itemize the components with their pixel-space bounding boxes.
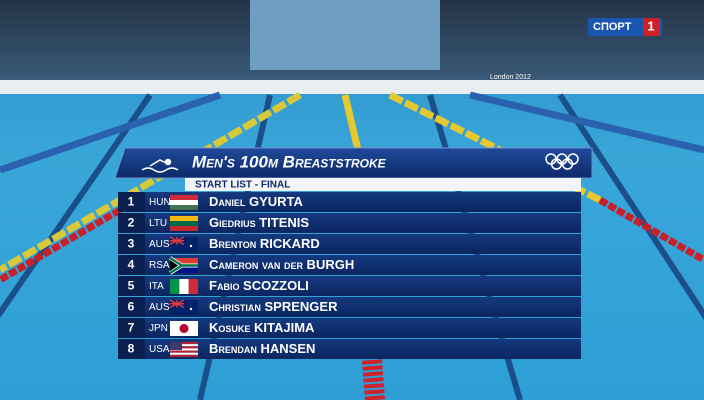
row-background <box>145 255 581 275</box>
lane-box <box>118 255 145 275</box>
lane-number: 7 <box>128 321 135 335</box>
backdrop <box>250 0 440 70</box>
channel-number: 1 <box>647 18 654 33</box>
start-list-graphic: Men's 100m Breaststroke START LIST - FIN… <box>114 147 593 359</box>
country-code: AUS <box>149 302 170 313</box>
lane-box <box>118 192 145 212</box>
country-code: USA <box>149 344 170 355</box>
flag-stripe <box>170 200 198 205</box>
title-bar <box>114 147 593 179</box>
swimmer-name: Kosuke KITAJIMA <box>209 320 315 335</box>
swimmer-name: Christian SPRENGER <box>209 299 338 314</box>
lane-number: 6 <box>128 300 135 314</box>
olympic-rings <box>545 153 579 170</box>
flag-field <box>170 265 198 273</box>
flag-star <box>189 307 193 311</box>
flag-stripe <box>179 279 189 294</box>
flag-cross <box>169 236 185 246</box>
lane-number: 2 <box>128 216 135 230</box>
row-background <box>145 297 581 317</box>
flag-stripe <box>170 195 198 200</box>
flag <box>168 256 198 275</box>
start-list-row: 4 RSA Cameron van der BURGH <box>118 255 581 275</box>
start-list-row: 5 ITA Fabio SCOZZOLI <box>118 276 581 296</box>
country-code: HUN <box>149 197 171 208</box>
lane-number: 8 <box>128 342 135 356</box>
flag <box>169 236 198 252</box>
flag <box>170 321 198 336</box>
swimmer-name: Daniel GYURTA <box>209 194 304 209</box>
swimmer-name: Brenton RICKARD <box>209 236 320 251</box>
flag-tri <box>170 260 178 271</box>
row-background <box>145 213 581 233</box>
start-list-row: 3 AUS Brenton RICKARD <box>118 234 581 254</box>
lane-box <box>118 234 145 254</box>
pool-deck <box>0 80 704 94</box>
lane-number: 3 <box>128 237 135 251</box>
lane-box <box>118 318 145 338</box>
flag-canton <box>170 342 182 350</box>
row-background <box>145 318 581 338</box>
flag <box>169 299 198 315</box>
flag <box>170 342 198 357</box>
start-list-row: 1 HUN Daniel GYURTA <box>118 192 581 212</box>
flag <box>170 195 198 210</box>
start-list-row: 7 JPN Kosuke KITAJIMA <box>118 318 581 338</box>
flag <box>170 279 199 294</box>
channel-number-box <box>643 18 660 36</box>
flag-stripe <box>170 221 198 226</box>
swimmer-icon <box>141 158 179 173</box>
start-list-row: 6 AUS Christian SPRENGER <box>118 297 581 317</box>
lane-box <box>118 276 145 296</box>
country-code: AUS <box>149 239 170 250</box>
flag-stripe <box>170 350 198 353</box>
start-list-row: 8 USA Brendan HANSEN <box>118 339 581 359</box>
flag-stripe <box>170 352 198 355</box>
venue-sign: London 2012 <box>490 74 531 81</box>
row-background <box>145 234 581 254</box>
flag-stripe <box>170 346 198 349</box>
start-list-row: 2 LTU Giedrius TITENIS <box>118 213 581 233</box>
flag-stripe <box>170 354 198 357</box>
graphic-subtitle: START LIST - FINAL <box>195 180 290 191</box>
flag-stripe <box>188 279 199 294</box>
flag <box>170 216 198 231</box>
lane-number: 4 <box>128 258 135 272</box>
country-code: LTU <box>149 218 167 229</box>
swimmer-name: Brendan HANSEN <box>209 341 315 356</box>
flag-stripe <box>170 226 198 231</box>
graphic-title: Men's 100m Breaststroke <box>192 152 387 171</box>
flag-stripe <box>170 348 198 351</box>
country-code: ITA <box>149 281 164 292</box>
flag-cross <box>169 299 185 309</box>
flag-field <box>170 258 198 266</box>
country-code: RSA <box>149 260 170 271</box>
flag-stripe <box>170 205 198 210</box>
lane-box <box>118 297 145 317</box>
flag-star <box>189 244 193 248</box>
swimmer-name: Giedrius TITENIS <box>209 215 309 230</box>
flag-stripe <box>170 342 198 345</box>
lane-box <box>118 213 145 233</box>
channel-name: СПОРТ <box>593 21 632 33</box>
lane-box <box>118 339 145 359</box>
subtitle-bar <box>185 178 581 191</box>
flag-stripe <box>170 279 180 294</box>
swimmer-name: Cameron van der BURGH <box>209 257 354 272</box>
row-background <box>145 192 581 212</box>
flag-disc <box>179 324 189 333</box>
row-background <box>145 276 581 296</box>
swimmer-name: Fabio SCOZZOLI <box>209 278 309 293</box>
lane-number: 5 <box>128 279 135 293</box>
row-background <box>145 339 581 359</box>
flag-y <box>169 256 198 275</box>
country-code: JPN <box>149 323 168 334</box>
flag-stripe <box>170 216 198 221</box>
flag-stripe <box>170 344 198 347</box>
lane-number: 1 <box>128 195 135 209</box>
